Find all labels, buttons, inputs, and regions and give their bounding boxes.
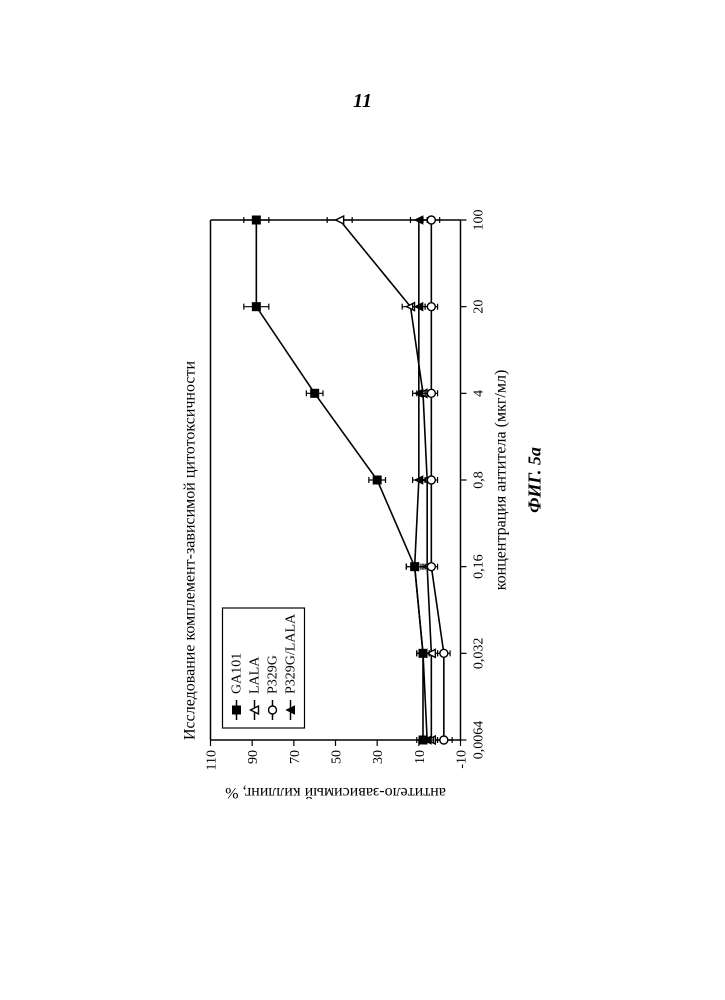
legend-item-label: LALA bbox=[247, 656, 262, 694]
figure-caption: ФИГ. 5а bbox=[524, 447, 544, 513]
y-axis-label: антитело-зависимый киллинг, % bbox=[225, 784, 446, 801]
series-P329G bbox=[423, 216, 452, 744]
y-tick-label: 90 bbox=[246, 750, 261, 764]
x-tick-label: 20 bbox=[471, 300, 486, 314]
y-tick-label: -10 bbox=[454, 750, 469, 769]
cdc-chart: -10 10 30 50 70 90 110 0,0064 0,032 0,16 0,8 4 20 100… bbox=[160, 180, 560, 820]
x-tick-label: 0,0064 bbox=[471, 721, 486, 760]
page-number: 11 bbox=[0, 90, 725, 113]
y-tick-label: 70 bbox=[287, 750, 302, 764]
figure-container: -10 10 30 50 70 90 110 0,0064 0,032 0,16 0,8 4 20 100… bbox=[160, 180, 565, 820]
x-tick-label: 100 bbox=[471, 210, 486, 231]
x-tick-label: 0,032 bbox=[471, 638, 486, 670]
y-tick-label: 110 bbox=[204, 750, 219, 770]
legend: GA101LALAP329GP329G/LALA bbox=[222, 608, 304, 728]
document-page: 11 -10 10 30 50 70 90 110 0,0064 0,032 0,16 0,8 4 20… bbox=[0, 0, 725, 1000]
y-tick-label: 50 bbox=[329, 750, 344, 764]
chart-title: Исследование комплемент-зависимой цитото… bbox=[181, 361, 198, 740]
x-axis-label: концентрация антитела (мкг/мл) bbox=[492, 370, 509, 591]
legend-item-label: P329G/LALA bbox=[283, 613, 298, 694]
y-tick-label: 30 bbox=[371, 750, 386, 764]
legend-item-label: GA101 bbox=[229, 653, 244, 694]
x-tick-label: 0,8 bbox=[471, 471, 486, 489]
y-tick-label: 10 bbox=[412, 750, 427, 764]
x-tick-label: 0,16 bbox=[471, 554, 486, 579]
x-tick-label: 4 bbox=[471, 390, 486, 397]
legend-item-label: P329G bbox=[265, 655, 280, 694]
